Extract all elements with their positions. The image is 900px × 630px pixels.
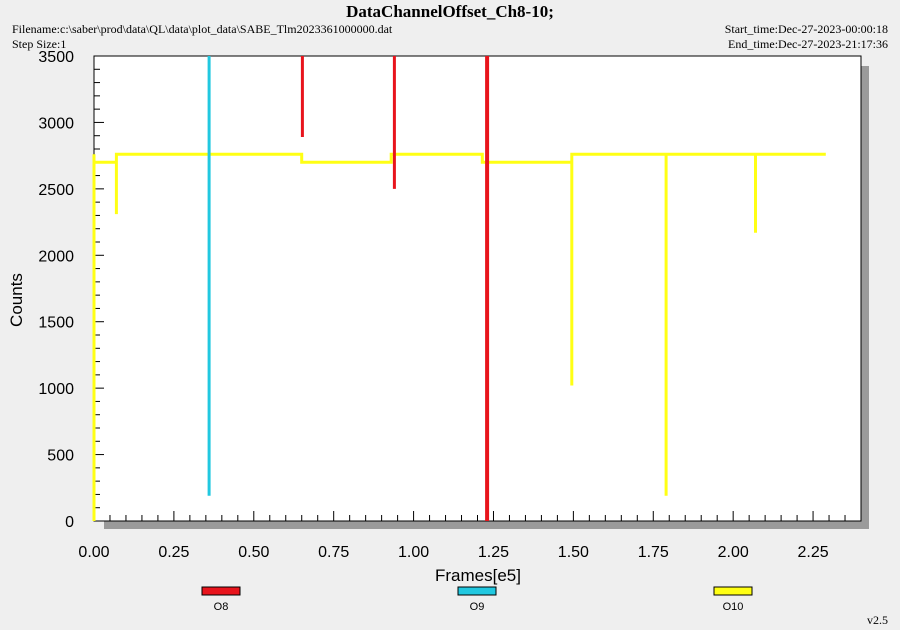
- x-axis-title: Frames[e5]: [435, 566, 521, 585]
- x-tick-label: 0.75: [318, 544, 349, 561]
- y-tick-label: 3500: [38, 49, 74, 66]
- end-time-label: End_time:Dec-27-2023-21:17:36: [728, 37, 888, 51]
- x-tick-label: 2.00: [718, 544, 749, 561]
- step-size-label: Step Size:1: [12, 37, 67, 51]
- series-layer: [92, 56, 826, 521]
- x-tick-label: 0.25: [158, 544, 189, 561]
- x-tick-label: 2.25: [797, 544, 828, 561]
- legend: O8 O9 O10: [201, 586, 753, 613]
- legend-swatch-o9: [457, 586, 497, 596]
- series-line-o10: [94, 152, 826, 496]
- y-tick-label: 1000: [38, 381, 74, 398]
- x-tick-label: 1.00: [398, 544, 429, 561]
- y-tick-label: 3000: [38, 115, 74, 132]
- x-tick-label: 1.50: [558, 544, 589, 561]
- legend-label-o9: O9: [470, 601, 485, 613]
- start-time-label: Start_time:Dec-27-2023-00:00:18: [724, 22, 888, 36]
- legend-swatch-o10: [713, 586, 753, 596]
- y-tick-label: 2500: [38, 182, 74, 199]
- legend-label-o8: O8: [214, 601, 229, 613]
- x-tick-label: 0.00: [78, 544, 109, 561]
- y-tick-label: 500: [47, 448, 74, 465]
- legend-label-o10: O10: [723, 601, 744, 613]
- x-tick-label: 0.50: [238, 544, 269, 561]
- plot-area: [93, 55, 862, 522]
- y-tick-label: 0: [65, 514, 74, 531]
- x-tick-label: 1.75: [638, 544, 669, 561]
- x-tick-label: 1.25: [478, 544, 509, 561]
- chart-title: DataChannelOffset_Ch8-10;: [346, 2, 554, 21]
- legend-swatch-o8: [201, 586, 241, 596]
- ticks-layer: [93, 55, 862, 522]
- y-tick-label: 2000: [38, 248, 74, 265]
- filename-label: Filename:c:\saber\prod\data\QL\data\plot…: [12, 22, 393, 36]
- y-axis-title: Counts: [7, 273, 26, 327]
- version-label: v2.5: [867, 613, 888, 627]
- y-tick-label: 1500: [38, 315, 74, 332]
- labels-layer: 0.00 0.25 0.50 0.75 1.00 1.25 1.50 1.75 2.00 2.25…: [38, 49, 828, 561]
